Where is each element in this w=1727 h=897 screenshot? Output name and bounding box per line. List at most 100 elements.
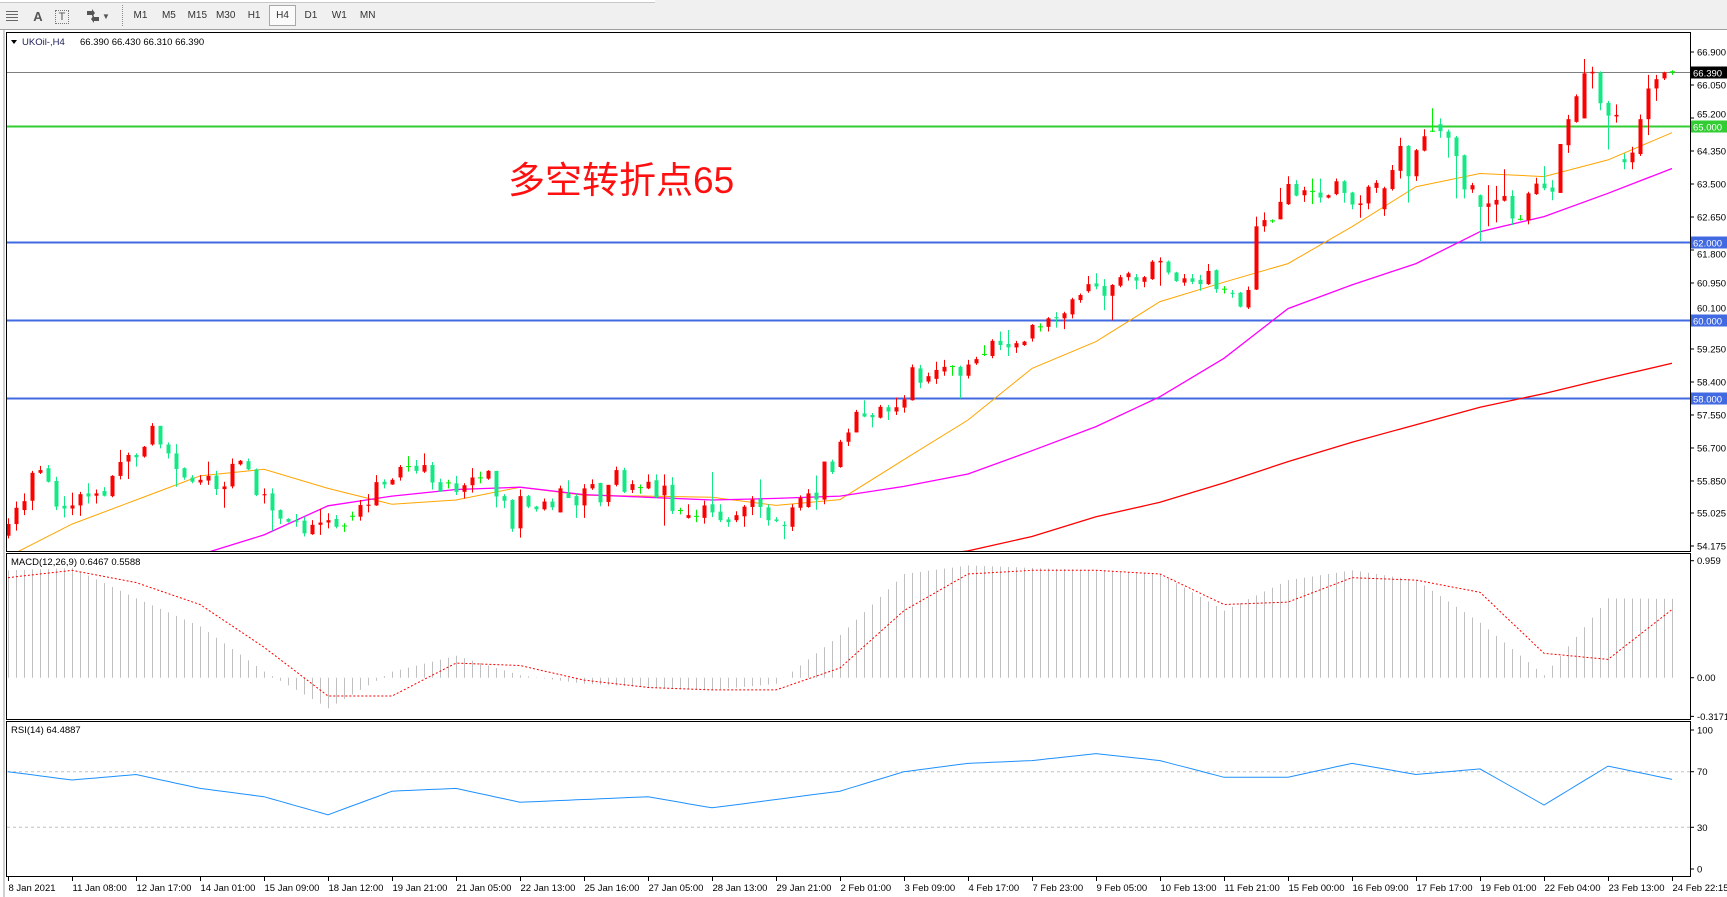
candle[interactable] <box>14 501 19 531</box>
candle[interactable] <box>1534 177 1539 195</box>
candle[interactable] <box>1550 180 1555 201</box>
candle[interactable] <box>966 359 971 379</box>
candle[interactable] <box>1078 293 1083 303</box>
candle[interactable] <box>102 487 107 497</box>
candle[interactable] <box>1006 329 1011 356</box>
candle[interactable] <box>902 395 907 413</box>
candle[interactable] <box>1342 180 1347 203</box>
candle[interactable] <box>1358 195 1363 218</box>
candle[interactable] <box>710 472 715 518</box>
collapse-triangle-icon[interactable] <box>11 40 17 44</box>
candle[interactable] <box>502 494 507 509</box>
candle[interactable] <box>438 478 443 492</box>
candle[interactable] <box>1286 176 1291 205</box>
candle[interactable] <box>30 470 35 511</box>
candle[interactable] <box>214 470 219 495</box>
candle[interactable] <box>414 460 419 474</box>
candle[interactable] <box>1238 291 1243 308</box>
candle[interactable] <box>478 471 483 484</box>
candle[interactable] <box>166 442 171 459</box>
candle[interactable] <box>126 452 131 480</box>
candle[interactable] <box>342 523 347 532</box>
candle[interactable] <box>358 499 363 521</box>
candle[interactable] <box>390 478 395 485</box>
candle[interactable] <box>382 479 387 489</box>
candle[interactable] <box>694 509 699 523</box>
candle[interactable] <box>246 458 251 471</box>
candle[interactable] <box>1038 323 1043 332</box>
candle[interactable] <box>806 489 811 508</box>
candle[interactable] <box>958 365 963 399</box>
candle[interactable] <box>942 359 947 376</box>
candle[interactable] <box>254 468 259 497</box>
candle[interactable] <box>766 504 771 526</box>
candle[interactable] <box>38 465 43 474</box>
candle[interactable] <box>1126 271 1131 281</box>
candle[interactable] <box>366 494 371 513</box>
candle[interactable] <box>78 491 83 516</box>
candle[interactable] <box>1622 153 1627 170</box>
candle[interactable] <box>46 465 51 483</box>
candle[interactable] <box>94 489 99 504</box>
candle[interactable] <box>558 485 563 513</box>
candle[interactable] <box>1566 114 1571 153</box>
candle[interactable] <box>846 428 851 447</box>
candle[interactable] <box>206 461 211 485</box>
candle[interactable] <box>1318 178 1323 203</box>
candle[interactable] <box>630 480 635 494</box>
candle[interactable] <box>1614 104 1619 123</box>
timeframe-h1-button[interactable]: H1 <box>247 10 261 21</box>
candle[interactable] <box>406 456 411 472</box>
candle[interactable] <box>1118 274 1123 288</box>
candle[interactable] <box>894 397 899 415</box>
candle[interactable] <box>62 496 67 518</box>
candle[interactable] <box>1446 129 1451 158</box>
candle[interactable] <box>1662 71 1667 80</box>
chart-window[interactable]: 66.900 66.050 65.200 64.350 63.500 62.650 61.8… <box>0 30 1727 897</box>
candle[interactable] <box>302 516 307 537</box>
candle[interactable] <box>1382 186 1387 216</box>
candle[interactable] <box>1182 274 1187 286</box>
candle[interactable] <box>70 492 75 516</box>
timeframe-d1-button[interactable]: D1 <box>304 10 318 21</box>
candle[interactable] <box>1030 324 1035 342</box>
candle[interactable] <box>1190 274 1195 285</box>
candle[interactable] <box>1646 74 1651 136</box>
candle[interactable] <box>1158 257 1163 286</box>
candle[interactable] <box>1438 118 1443 138</box>
candle[interactable] <box>1422 129 1427 152</box>
candle[interactable] <box>182 467 187 480</box>
timeframe-mn-button[interactable]: MN <box>359 10 376 21</box>
text-icon[interactable]: A <box>33 8 43 24</box>
candle[interactable] <box>606 484 611 507</box>
candle[interactable] <box>1670 70 1675 75</box>
candle[interactable] <box>574 493 579 518</box>
candle[interactable] <box>790 504 795 532</box>
candle[interactable] <box>398 465 403 481</box>
candle[interactable] <box>1582 58 1587 119</box>
candle[interactable] <box>486 470 491 480</box>
candle[interactable] <box>1270 219 1275 223</box>
candle[interactable] <box>1462 154 1467 199</box>
candle[interactable] <box>950 365 955 376</box>
candle[interactable] <box>1086 275 1091 293</box>
candle[interactable] <box>262 488 267 504</box>
candle[interactable] <box>454 475 459 495</box>
candle[interactable] <box>1254 216 1259 290</box>
candle[interactable] <box>1478 194 1483 242</box>
candle[interactable] <box>654 474 659 499</box>
candle[interactable] <box>278 509 283 525</box>
candle[interactable] <box>1246 286 1251 309</box>
candle[interactable] <box>54 476 59 511</box>
candle[interactable] <box>734 511 739 523</box>
candle[interactable] <box>1046 317 1051 332</box>
candle[interactable] <box>518 489 523 538</box>
candle[interactable] <box>1454 135 1459 199</box>
candle[interactable] <box>886 404 891 421</box>
candle[interactable] <box>1262 212 1267 232</box>
candle[interactable] <box>830 459 835 474</box>
candle[interactable] <box>326 513 331 529</box>
candle[interactable] <box>1054 312 1059 328</box>
candle[interactable] <box>1518 215 1523 221</box>
candle[interactable] <box>1510 190 1515 226</box>
